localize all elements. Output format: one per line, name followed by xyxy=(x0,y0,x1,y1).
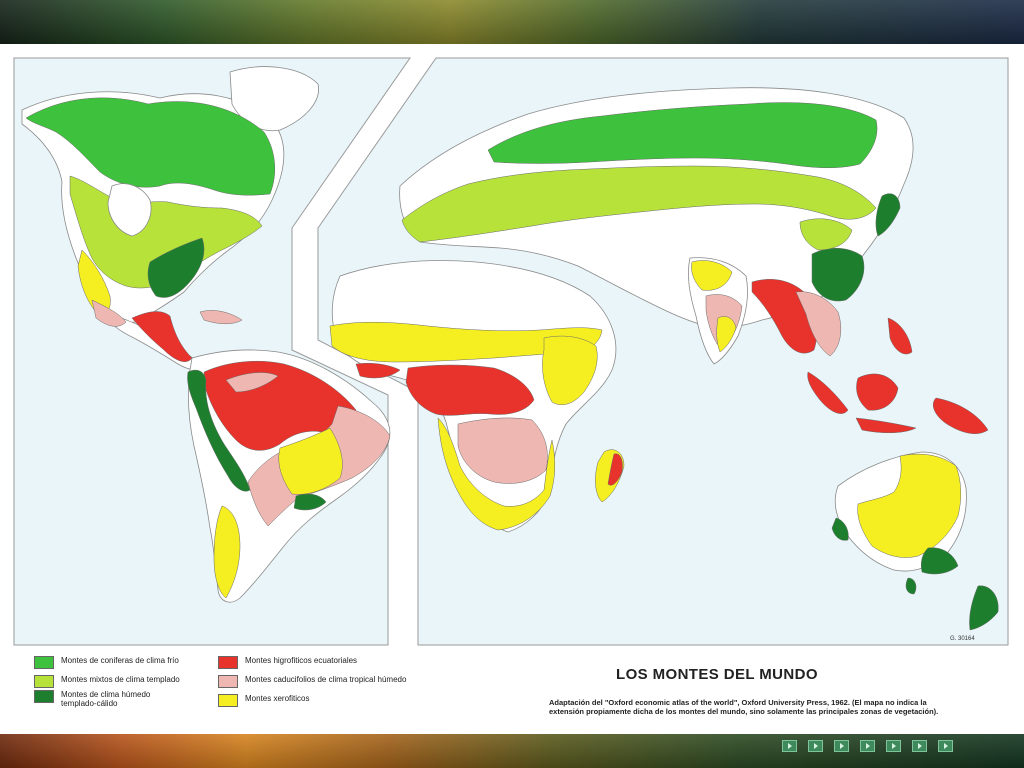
nav-button-home[interactable] xyxy=(860,740,875,752)
legend-swatch-coniferous xyxy=(34,656,54,669)
east-asia-humid xyxy=(811,248,865,302)
north-america-white-interior xyxy=(107,183,152,237)
indonesia-java xyxy=(855,417,917,433)
tasmania xyxy=(905,577,917,595)
world-forest-map: .cf { fill: #3ec13c; } .mx { fill: #b6e2… xyxy=(13,57,1009,646)
legend-swatch-humid-warm xyxy=(34,690,54,703)
australia-humid-west xyxy=(831,517,849,541)
legend-item-coniferous: Montes de coniferas de clima frío xyxy=(34,656,179,669)
indonesia-borneo xyxy=(856,373,899,411)
old-world-panel xyxy=(317,57,1009,646)
legend-swatch-mixed xyxy=(34,675,54,688)
legend-label-deciduous: Montes caducifolios de clima tropical hú… xyxy=(245,675,407,684)
top-banner xyxy=(0,0,1024,44)
south-america-xeric-center xyxy=(278,427,343,495)
map-legend: Montes de coniferas de clima frío Montes… xyxy=(34,652,464,732)
legend-label-humid-warm: Montes de clima húmedo templado-cálido xyxy=(61,690,151,708)
legend-swatch-deciduous xyxy=(218,675,238,688)
africa-equatorial xyxy=(405,364,535,416)
south-america-xeric-south xyxy=(213,505,241,599)
nav-button-next[interactable] xyxy=(886,740,901,752)
nav-button-previous-section[interactable] xyxy=(808,740,823,752)
legend-item-humid-warm: Montes de clima húmedo templado-cálido xyxy=(34,690,150,708)
legend-label-mixed: Montes mixtos de clima templado xyxy=(61,675,180,684)
india-xeric xyxy=(691,260,733,291)
nav-button-next-section[interactable] xyxy=(912,740,927,752)
legend-item-deciduous: Montes caducifolios de clima tropical hú… xyxy=(218,675,406,688)
legend-label-coniferous: Montes de coniferas de clima frío xyxy=(61,656,179,665)
eurasia-coniferous-north xyxy=(487,102,878,169)
australia-xeric xyxy=(857,453,961,558)
south-america-deciduous xyxy=(225,372,279,393)
nav-button-previous[interactable] xyxy=(834,740,849,752)
legend-label-equatorial: Montes higrofiticos ecuatoriales xyxy=(245,656,358,665)
legend-swatch-xeric xyxy=(218,694,238,707)
new-guinea xyxy=(933,397,989,434)
africa-deciduous-south xyxy=(457,417,548,484)
indonesia-sumatra xyxy=(807,371,849,414)
legend-item-xeric: Montes xerofiticos xyxy=(218,694,309,707)
japan-islands xyxy=(875,193,901,237)
nav-button-first[interactable] xyxy=(782,740,797,752)
africa-equatorial-west xyxy=(355,363,401,379)
north-america-coniferous xyxy=(25,97,275,196)
legend-item-mixed: Montes mixtos de clima templado xyxy=(34,675,180,688)
legend-item-equatorial: Montes higrofiticos ecuatoriales xyxy=(218,656,357,669)
australia-humid xyxy=(921,547,959,575)
central-america-deciduous xyxy=(91,299,127,327)
map-title: LOS MONTES DEL MUNDO xyxy=(616,666,818,683)
southeast-asia-deciduous xyxy=(795,291,841,357)
new-zealand xyxy=(969,585,999,631)
nav-button-last[interactable] xyxy=(938,740,953,752)
eurasia-mixed-belt xyxy=(401,165,877,243)
north-america-humid xyxy=(147,237,205,298)
legend-swatch-equatorial xyxy=(218,656,238,669)
legend-label-xeric: Montes xerofiticos xyxy=(245,694,310,703)
madagascar-equatorial xyxy=(607,453,623,486)
bottom-banner xyxy=(0,734,1024,768)
map-reference-number: G. 30164 xyxy=(950,636,975,642)
india-xeric-south xyxy=(716,316,737,353)
slide-navigation xyxy=(782,740,953,752)
map-caption: Adaptación del "Oxford economic atlas of… xyxy=(549,698,939,716)
africa-xeric-east xyxy=(542,335,598,405)
caribbean-islands xyxy=(199,310,243,324)
south-america-humid-south xyxy=(293,493,327,511)
philippines xyxy=(887,317,913,355)
east-asia-mixed xyxy=(799,218,853,251)
americas-panel xyxy=(13,57,411,646)
